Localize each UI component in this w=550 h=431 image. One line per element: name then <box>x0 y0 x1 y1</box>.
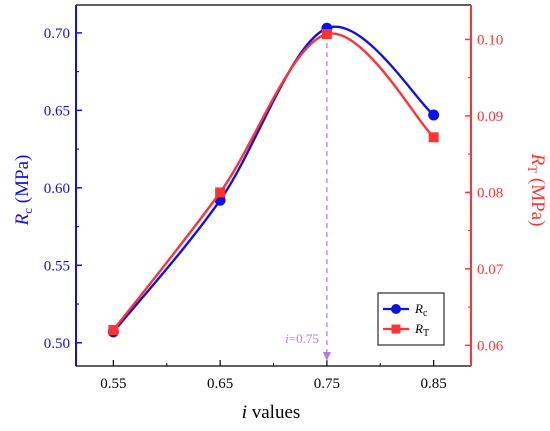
y-left-tick-label: 0.60 <box>44 181 70 197</box>
y-left-axis-label: Rc (MPa) <box>12 155 35 227</box>
legend: Rc RT <box>377 292 445 346</box>
series-1-point <box>215 187 226 198</box>
legend-rc-label: Rc <box>414 301 428 319</box>
legend-rc-marker <box>391 304 401 314</box>
y-right-tick-label: 0.09 <box>477 109 503 125</box>
series-1-point <box>321 29 332 40</box>
y-right-tick-label: 0.08 <box>477 185 503 201</box>
annotation: i=0.75 <box>285 34 331 361</box>
series-1-point <box>108 325 119 336</box>
x-axis-ticks: 0.55 0.65 0.75 0.85 <box>100 360 447 392</box>
legend-rt-marker <box>391 324 401 334</box>
y-right-tick-label: 0.07 <box>477 262 504 278</box>
x-tick-label: 0.75 <box>314 376 340 392</box>
series-0-line <box>112 25 435 333</box>
x-tick-label: 0.85 <box>421 376 447 392</box>
y-left-tick-label: 0.70 <box>44 26 70 42</box>
series-0-point <box>428 109 440 121</box>
y-right-tick-label: 0.06 <box>477 338 504 354</box>
annotation-label: i=0.75 <box>285 331 319 346</box>
y-left-tick-label: 0.65 <box>44 103 70 119</box>
x-tick-label: 0.65 <box>207 376 233 392</box>
series-layer <box>107 22 440 338</box>
legend-rt-label: RT <box>414 321 429 339</box>
series-1-point <box>428 132 439 143</box>
y-left-tick-label: 0.55 <box>44 258 70 274</box>
legend-box <box>377 292 445 346</box>
series-1-line <box>112 32 435 331</box>
y-right-axis-label: RT (MPa) <box>525 153 548 227</box>
annotation-arrow-icon <box>322 352 331 361</box>
x-axis-label: i values <box>242 402 301 423</box>
x-tick-label: 0.55 <box>100 376 126 392</box>
y-right-tick-label: 0.10 <box>477 32 503 48</box>
y-left-axis-ticks: 0.50 0.55 0.60 0.65 0.70 <box>44 26 82 352</box>
y-right-axis-ticks: 0.06 0.07 0.08 0.09 0.10 <box>465 32 504 354</box>
y-left-tick-label: 0.50 <box>44 336 70 352</box>
